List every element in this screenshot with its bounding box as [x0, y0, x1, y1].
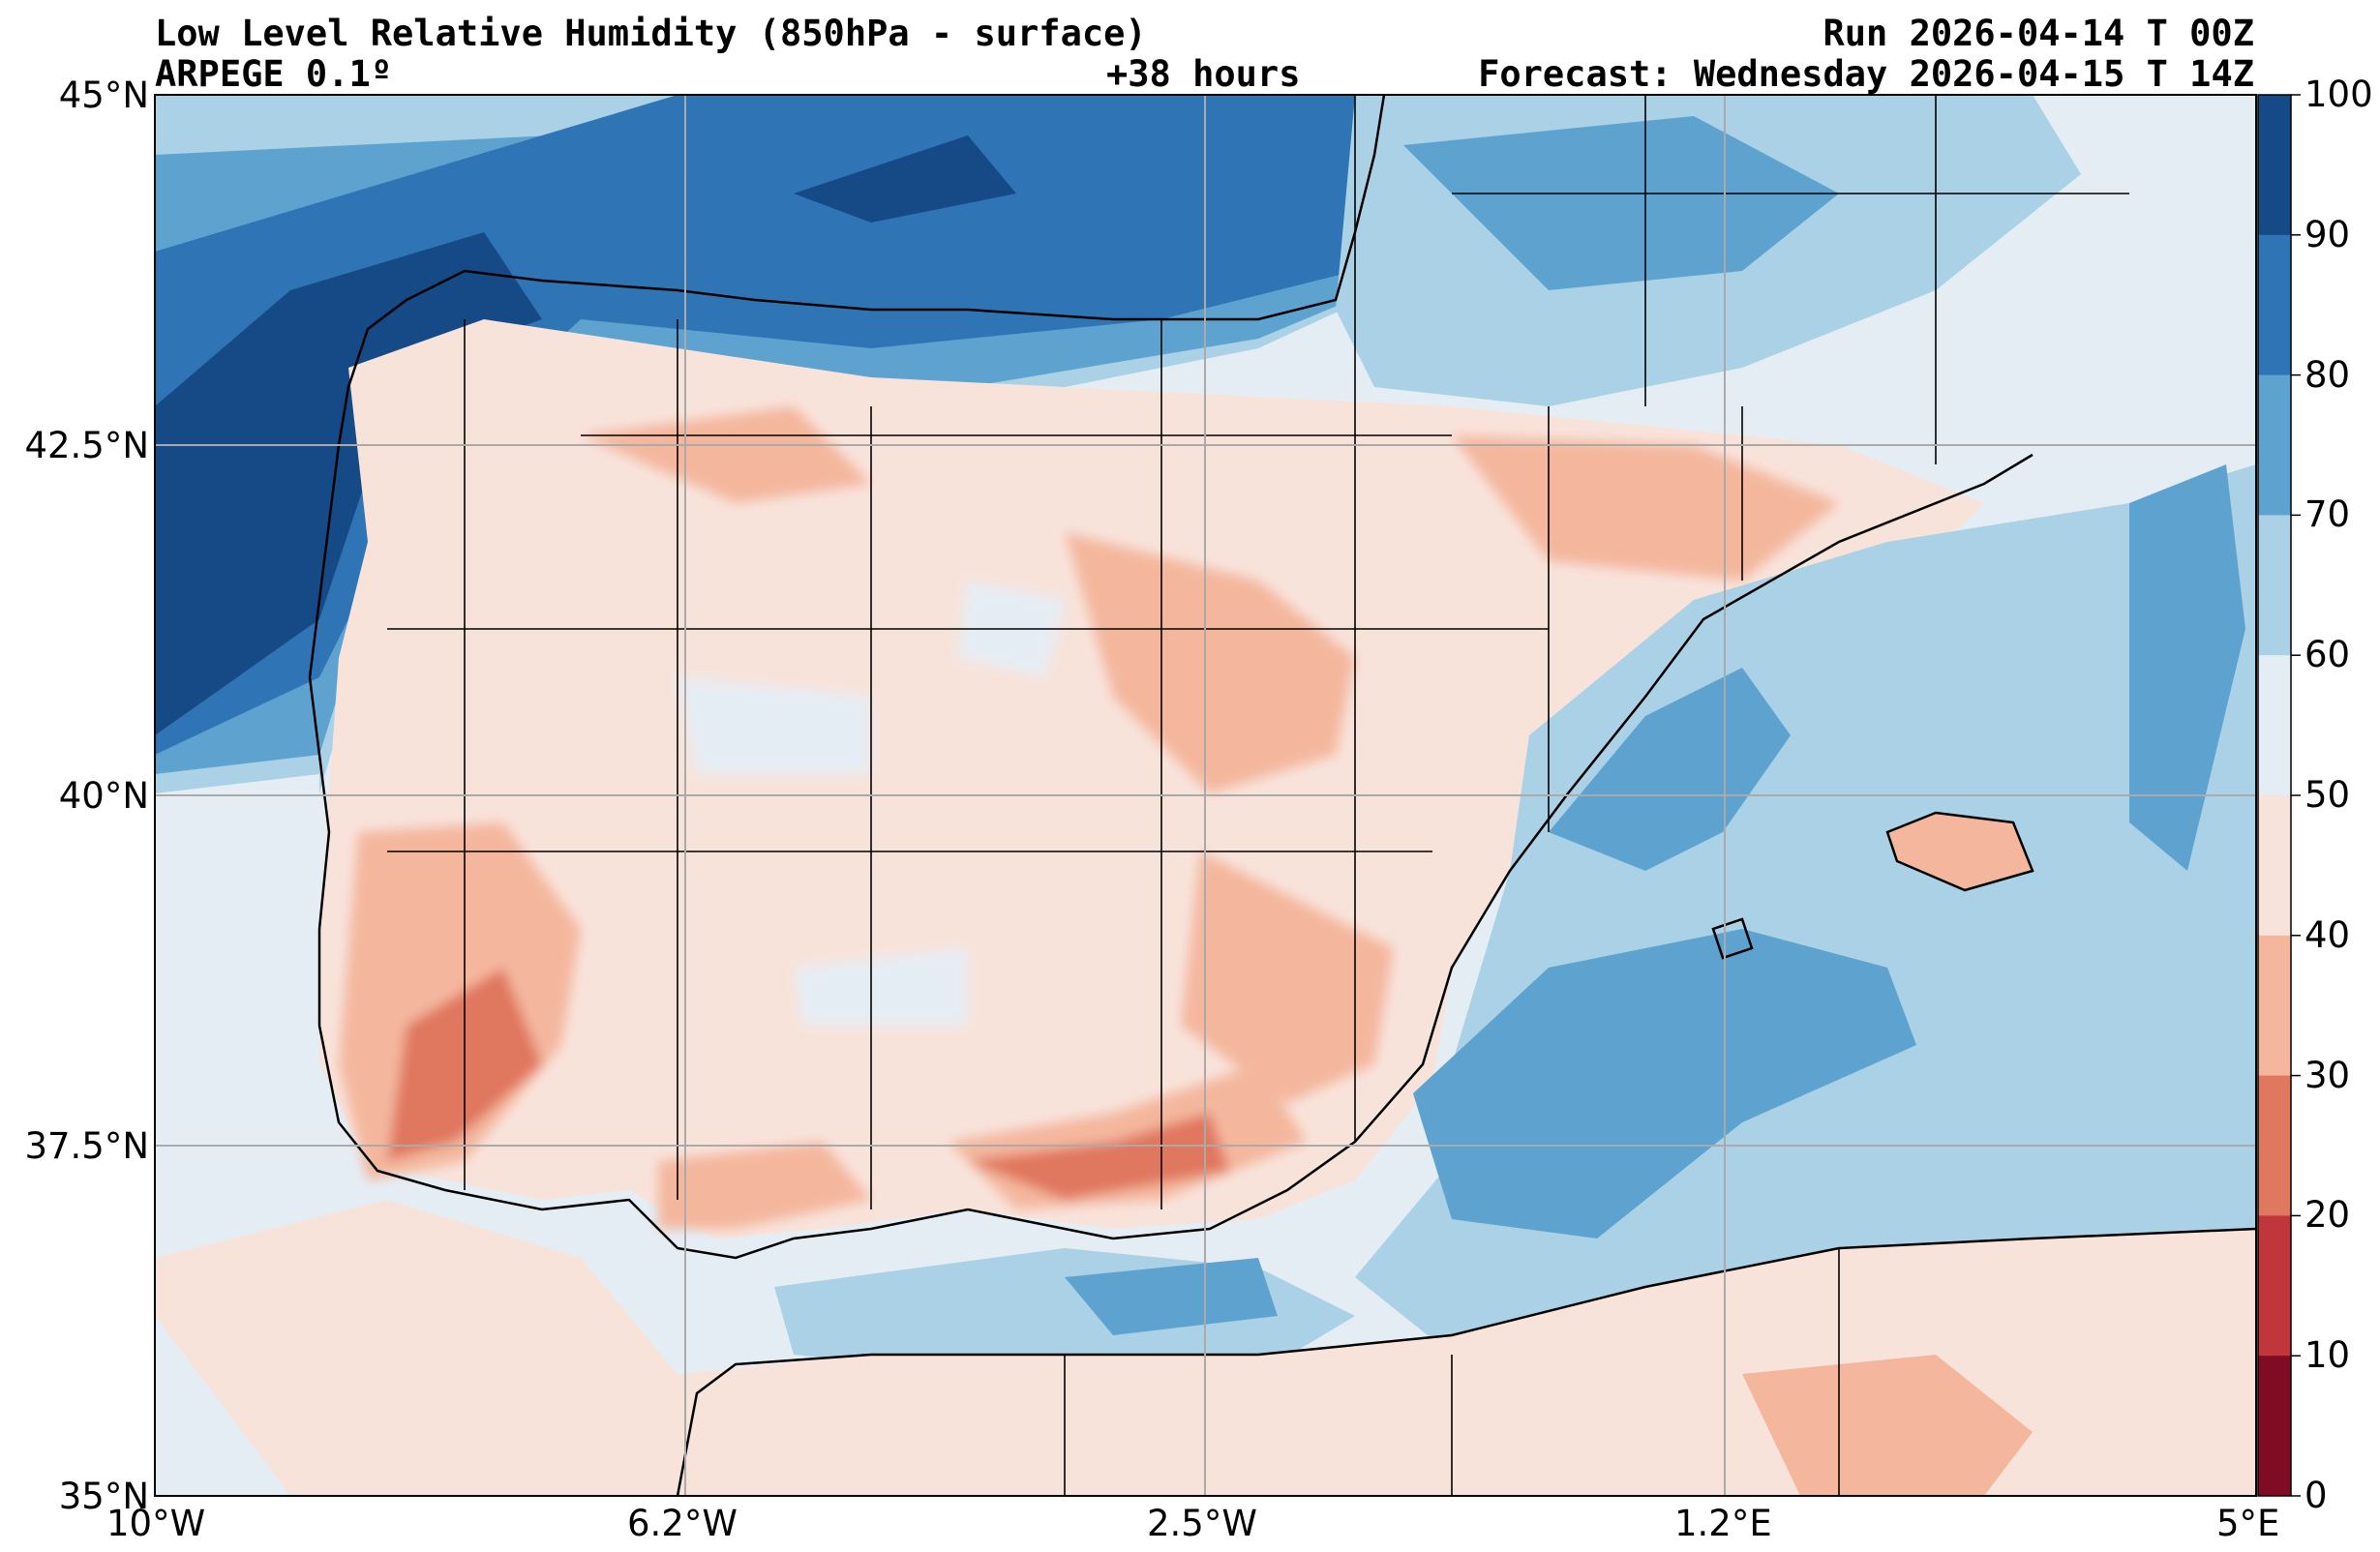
- forecast-label: Forecast: Wednesday 2026-04-15 T 14Z: [1478, 53, 2254, 95]
- colorbar-segment: [2258, 374, 2291, 516]
- colorbar-label: 10: [2305, 1334, 2351, 1377]
- map-title: Low Level Relative Humidity (850hPa - su…: [155, 13, 1147, 54]
- colorbar-segment: [2258, 1215, 2291, 1357]
- colorbar: [2258, 94, 2301, 1497]
- lon-label-5e: 5°E: [2216, 1503, 2280, 1544]
- colorbar-label: 30: [2305, 1054, 2351, 1096]
- colorbar-segment: [2258, 234, 2291, 376]
- colorbar-label: 60: [2305, 634, 2351, 676]
- colorbar-label: 0: [2305, 1475, 2328, 1516]
- colorbar-label: 100: [2305, 74, 2373, 115]
- colorbar-segment: [2258, 655, 2291, 796]
- colorbar-label: 50: [2305, 774, 2351, 816]
- map-frame: [154, 94, 2257, 1497]
- lat-label-37-5n: 37.5°N: [24, 1125, 149, 1167]
- colorbar-label: 70: [2305, 493, 2351, 536]
- colorbar-label: 20: [2305, 1194, 2351, 1237]
- lon-label-10w: 10°W: [106, 1503, 206, 1544]
- lat-label-42-5n: 42.5°N: [24, 425, 149, 466]
- colorbar-segment: [2258, 795, 2291, 937]
- colorbar-segment: [2258, 515, 2291, 656]
- run-label: Run 2026-04-14 T 00Z: [1823, 13, 2254, 54]
- colorbar-segment: [2258, 935, 2291, 1077]
- colorbar-segment: [2258, 95, 2291, 236]
- lon-label-1-2e: 1.2°E: [1674, 1503, 1772, 1544]
- lat-label-35n: 35°N: [58, 1476, 149, 1517]
- lat-label-45n: 45°N: [58, 75, 149, 116]
- lon-label-2-5w: 2.5°W: [1147, 1503, 1257, 1544]
- colorbar-label: 80: [2305, 353, 2351, 396]
- admin-borders: [387, 95, 2129, 1496]
- coastlines: [308, 95, 2256, 1496]
- gridlines: [155, 95, 2256, 1496]
- lat-label-40n: 40°N: [58, 775, 149, 817]
- colorbar-label: 40: [2305, 913, 2351, 956]
- colorbar-segment: [2258, 1356, 2291, 1497]
- colorbar-frame: [2257, 94, 2292, 1497]
- colorbar-segment: [2258, 1075, 2291, 1216]
- lead-time-label: +38 hours: [1106, 53, 1301, 95]
- lon-label-6-2w: 6.2°W: [627, 1503, 738, 1544]
- colorbar-label: 90: [2305, 213, 2351, 255]
- model-label: ARPEGE 0.1º: [155, 53, 393, 95]
